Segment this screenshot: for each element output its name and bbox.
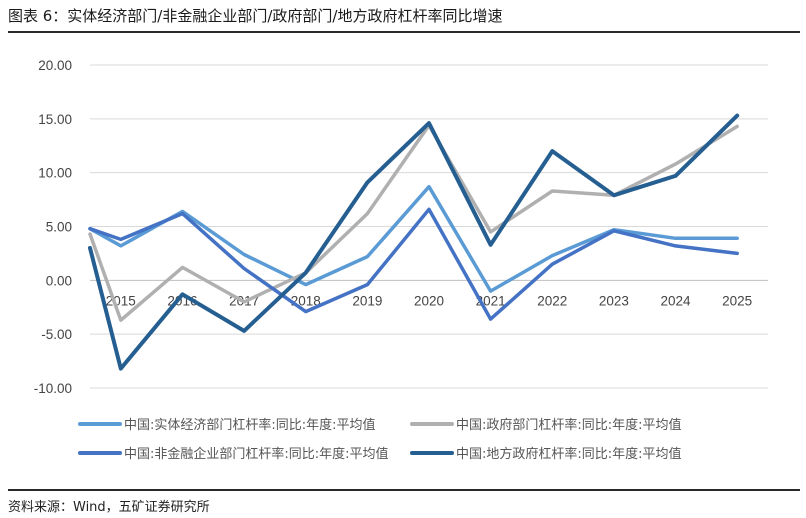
y-tick-label: -10.00: [34, 381, 72, 396]
legend-label-1: 中国:实体经济部门杠杆率:同比:年度:平均值: [124, 417, 376, 433]
y-tick-label: -5.00: [41, 327, 72, 342]
legend-label-3: 中国:非金融企业部门杠杆率:同比:年度:平均值: [124, 446, 389, 462]
series-layer: [88, 113, 740, 371]
bottom-rule: [8, 489, 800, 491]
y-tick-label: 20.00: [38, 58, 72, 73]
series-line-2: [88, 123, 739, 322]
figure-title: 图表 6：实体经济部门/非金融企业部门/政府部门/地方政府杠杆率同比增速: [8, 7, 503, 25]
legend-label-4: 中国:地方政府杠杆率:同比:年度:平均值: [456, 446, 682, 462]
x-tick-label: 2020: [414, 293, 444, 308]
source-note: 资料来源：Wind，五矿证券研究所: [8, 500, 210, 515]
y-tick-label: 0.00: [46, 273, 72, 288]
x-tick-label: 2024: [661, 293, 692, 308]
grid-layer: [90, 64, 768, 389]
top-rule: [8, 31, 800, 33]
x-tick-label: 2023: [599, 293, 629, 308]
y-tick-label: 15.00: [38, 112, 72, 127]
legend: 中国:实体经济部门杠杆率:同比:年度:平均值 中国:政府部门杠杆率:同比:年度:平…: [78, 417, 682, 462]
legend-label-2: 中国:政府部门杠杆率:同比:年度:平均值: [456, 417, 682, 433]
x-tick-label: 2025: [722, 293, 752, 308]
series-line-4: [88, 113, 740, 371]
y-axis-ticks: -10.00 -5.00 0.00 5.00 10.00 15.00 20.00: [34, 58, 72, 396]
x-tick-label: 2019: [352, 293, 382, 308]
y-tick-label: 10.00: [38, 166, 72, 181]
series-line-3: [88, 207, 739, 321]
x-tick-label: 2022: [537, 293, 567, 308]
y-tick-label: 5.00: [46, 220, 72, 235]
